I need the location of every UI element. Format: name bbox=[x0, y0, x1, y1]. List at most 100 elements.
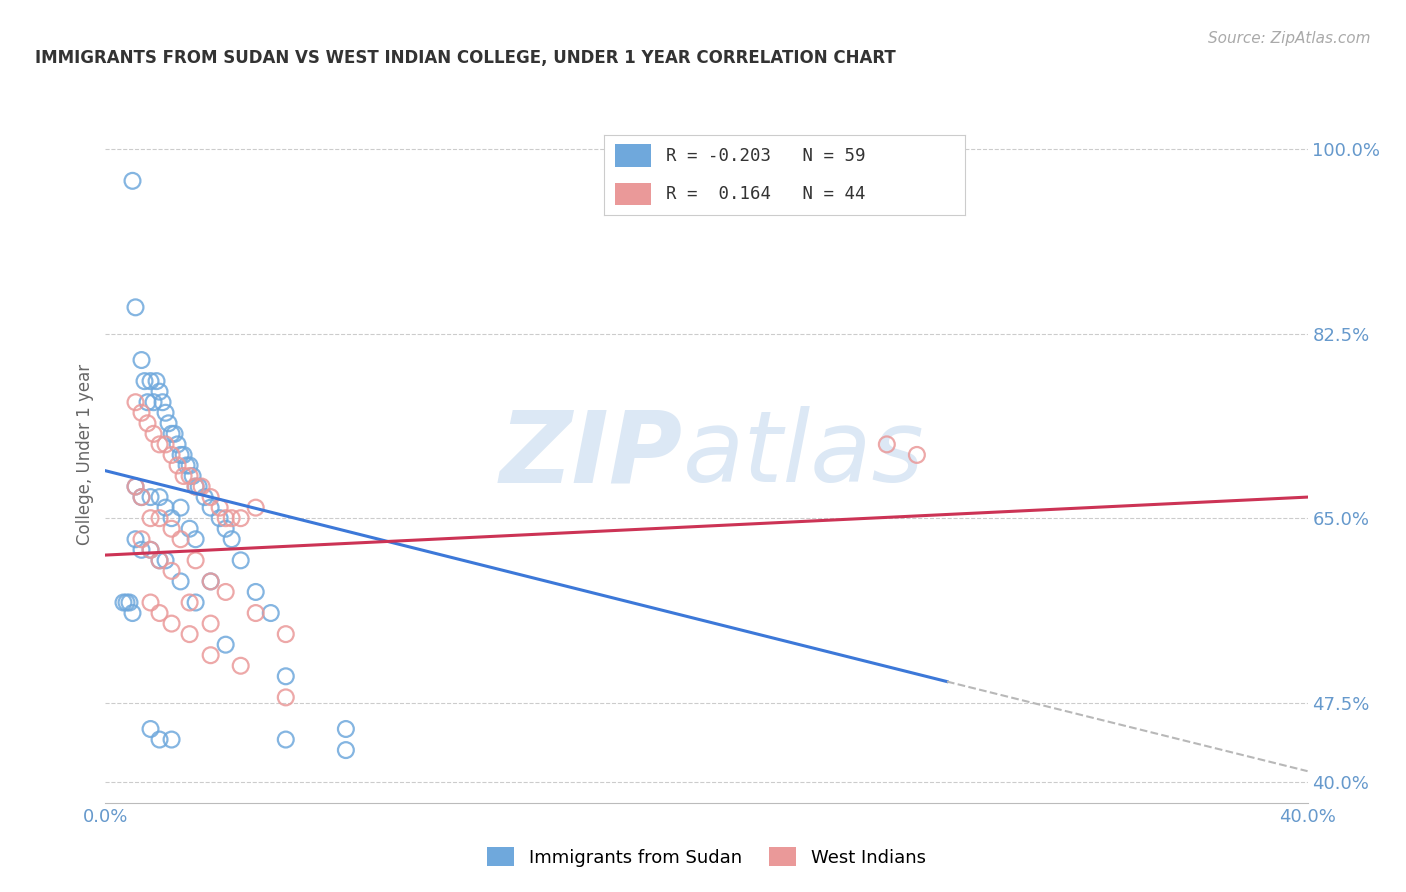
Point bbox=[245, 606, 267, 620]
Point bbox=[274, 627, 297, 641]
Point bbox=[160, 616, 183, 631]
Point bbox=[187, 479, 209, 493]
Point bbox=[160, 511, 183, 525]
Point bbox=[160, 732, 183, 747]
Point bbox=[200, 616, 222, 631]
Point bbox=[148, 606, 170, 620]
Point bbox=[169, 500, 191, 515]
Point bbox=[184, 479, 207, 493]
Point bbox=[124, 479, 146, 493]
Point bbox=[148, 437, 170, 451]
Y-axis label: College, Under 1 year: College, Under 1 year bbox=[76, 364, 94, 546]
Text: IMMIGRANTS FROM SUDAN VS WEST INDIAN COLLEGE, UNDER 1 YEAR CORRELATION CHART: IMMIGRANTS FROM SUDAN VS WEST INDIAN COL… bbox=[35, 49, 896, 67]
Point bbox=[148, 732, 170, 747]
Point bbox=[184, 479, 207, 493]
Point bbox=[131, 490, 153, 504]
Point bbox=[245, 500, 267, 515]
Point bbox=[173, 448, 195, 462]
Point bbox=[112, 595, 135, 609]
Point bbox=[124, 533, 146, 547]
Point bbox=[160, 522, 183, 536]
Point bbox=[139, 722, 162, 736]
Point bbox=[148, 384, 170, 399]
Point bbox=[179, 522, 201, 536]
Point bbox=[221, 533, 243, 547]
Text: atlas: atlas bbox=[682, 407, 924, 503]
Point bbox=[208, 500, 231, 515]
Point bbox=[229, 658, 252, 673]
Point bbox=[214, 638, 236, 652]
Point bbox=[160, 564, 183, 578]
Point bbox=[179, 469, 201, 483]
Point bbox=[200, 500, 222, 515]
Point bbox=[124, 395, 146, 409]
Point bbox=[274, 690, 297, 705]
Point bbox=[148, 553, 170, 567]
Point bbox=[118, 595, 141, 609]
Point bbox=[121, 174, 143, 188]
Point bbox=[163, 426, 186, 441]
Point bbox=[160, 448, 183, 462]
Point bbox=[160, 426, 183, 441]
Point bbox=[155, 406, 177, 420]
Point bbox=[194, 490, 217, 504]
Point bbox=[142, 395, 165, 409]
Point bbox=[173, 469, 195, 483]
Point bbox=[179, 458, 201, 473]
Point bbox=[169, 448, 191, 462]
Point bbox=[136, 395, 159, 409]
Point bbox=[179, 595, 201, 609]
Point bbox=[134, 374, 156, 388]
Point bbox=[184, 553, 207, 567]
Point bbox=[876, 437, 898, 451]
Point bbox=[200, 648, 222, 663]
Point bbox=[121, 606, 143, 620]
Point bbox=[148, 511, 170, 525]
Point bbox=[139, 490, 162, 504]
Point bbox=[169, 574, 191, 589]
Point bbox=[200, 574, 222, 589]
Point bbox=[155, 500, 177, 515]
Point bbox=[221, 511, 243, 525]
Point bbox=[139, 595, 162, 609]
Point bbox=[229, 511, 252, 525]
Point bbox=[208, 511, 231, 525]
Point bbox=[155, 437, 177, 451]
Point bbox=[139, 374, 162, 388]
Point bbox=[131, 533, 153, 547]
Text: ZIP: ZIP bbox=[499, 407, 682, 503]
Point bbox=[181, 469, 204, 483]
Point bbox=[115, 595, 138, 609]
Point bbox=[131, 406, 153, 420]
Point bbox=[145, 374, 167, 388]
Point bbox=[200, 574, 222, 589]
Point bbox=[166, 437, 188, 451]
Point bbox=[335, 743, 357, 757]
Point bbox=[139, 511, 162, 525]
Point bbox=[155, 553, 177, 567]
Point bbox=[131, 542, 153, 557]
Point bbox=[905, 448, 928, 462]
Point bbox=[184, 533, 207, 547]
Point bbox=[200, 490, 222, 504]
Point bbox=[124, 479, 146, 493]
Point bbox=[131, 353, 153, 368]
Point bbox=[148, 553, 170, 567]
Point bbox=[131, 490, 153, 504]
Point bbox=[136, 417, 159, 431]
Point bbox=[245, 585, 267, 599]
Point bbox=[335, 722, 357, 736]
Point bbox=[148, 490, 170, 504]
Text: Source: ZipAtlas.com: Source: ZipAtlas.com bbox=[1208, 31, 1371, 46]
Point bbox=[184, 595, 207, 609]
Point bbox=[142, 426, 165, 441]
Point bbox=[139, 542, 162, 557]
Point bbox=[260, 606, 283, 620]
Point bbox=[176, 458, 198, 473]
Point bbox=[214, 511, 236, 525]
Point bbox=[124, 301, 146, 315]
Point bbox=[169, 533, 191, 547]
Point bbox=[190, 479, 212, 493]
Point bbox=[274, 732, 297, 747]
Point bbox=[274, 669, 297, 683]
